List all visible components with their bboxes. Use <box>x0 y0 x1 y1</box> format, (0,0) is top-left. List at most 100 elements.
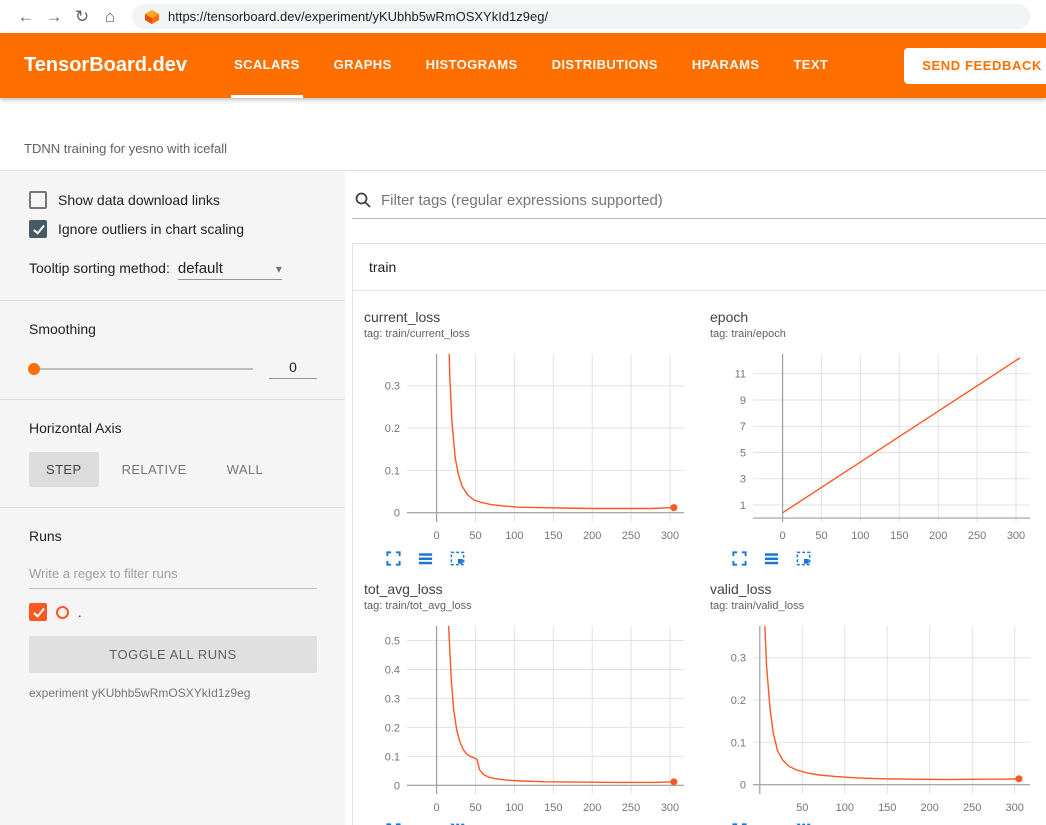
expand-chart-icon[interactable] <box>731 550 748 567</box>
svg-text:0.3: 0.3 <box>385 693 400 705</box>
runs-label: Runs <box>29 528 317 544</box>
svg-text:9: 9 <box>740 395 746 407</box>
svg-text:150: 150 <box>878 802 896 814</box>
smoothing-slider-thumb[interactable] <box>28 363 40 375</box>
svg-text:0.5: 0.5 <box>385 635 400 647</box>
reload-icon[interactable]: ↻ <box>68 8 96 25</box>
chart-tag: tag: train/valid_loss <box>710 600 1046 612</box>
page: ← → ↻ ⌂ https://tensorboard.dev/experime… <box>0 0 1046 825</box>
svg-text:0: 0 <box>434 530 440 542</box>
svg-text:11: 11 <box>735 369 746 381</box>
runs-filter-input[interactable] <box>29 560 317 589</box>
train-group-header[interactable]: train <box>353 244 1046 291</box>
fit-domain-icon[interactable] <box>449 550 466 567</box>
sidebar: Show data download links Ignore outliers… <box>0 171 345 825</box>
svg-text:0.3: 0.3 <box>731 653 746 665</box>
chart-plot[interactable]: 0501001502002503001357911 <box>707 348 1040 548</box>
tab-scalars[interactable]: SCALARS <box>231 33 303 98</box>
svg-text:1: 1 <box>740 500 746 512</box>
home-icon[interactable]: ⌂ <box>96 8 124 25</box>
svg-text:3: 3 <box>740 474 746 486</box>
smoothing-label: Smoothing <box>29 321 317 337</box>
smoothing-slider[interactable] <box>29 368 253 370</box>
svg-text:100: 100 <box>851 530 869 542</box>
send-feedback-button[interactable]: SEND FEEDBACK <box>904 48 1046 84</box>
chart-title: valid_loss <box>710 581 1046 597</box>
svg-text:300: 300 <box>1007 530 1025 542</box>
chart-plot[interactable]: 05010015020025030000.10.20.30.40.5 <box>361 620 694 820</box>
tooltip-sorting-label: Tooltip sorting method: <box>29 260 170 276</box>
chart-card: epoch tag: train/epoch 05010015020025030… <box>707 309 1046 567</box>
search-icon <box>354 191 372 209</box>
chart-tag: tag: train/epoch <box>710 328 1046 340</box>
chart-tag: tag: train/current_loss <box>364 328 701 340</box>
data-table-icon[interactable] <box>417 550 434 567</box>
app-logo[interactable]: TensorBoard.dev <box>24 33 187 98</box>
show-download-label: Show data download links <box>58 192 220 208</box>
train-group-title: train <box>369 259 396 275</box>
svg-text:0.3: 0.3 <box>385 381 400 393</box>
wall-button[interactable]: WALL <box>210 452 281 487</box>
svg-text:200: 200 <box>583 802 601 814</box>
show-download-checkbox[interactable] <box>29 191 47 209</box>
tooltip-sorting-value: default <box>178 260 223 277</box>
chart-title: tot_avg_loss <box>364 581 701 597</box>
run-name: . <box>78 605 82 620</box>
svg-text:0.2: 0.2 <box>385 722 400 734</box>
svg-text:50: 50 <box>469 530 481 542</box>
experiment-title: TDNN training for yesno with icefall <box>24 141 227 156</box>
svg-text:250: 250 <box>963 802 981 814</box>
chart-card: tot_avg_loss tag: train/tot_avg_loss 050… <box>361 581 701 825</box>
back-icon[interactable]: ← <box>12 8 40 25</box>
svg-text:100: 100 <box>505 802 523 814</box>
chart-plot[interactable]: 5010015020025030000.10.20.3 <box>707 620 1040 820</box>
svg-text:100: 100 <box>505 530 523 542</box>
toggle-all-runs-button[interactable]: TOGGLE ALL RUNS <box>29 636 317 673</box>
svg-text:0: 0 <box>780 530 786 542</box>
svg-text:5: 5 <box>740 447 746 459</box>
run-checkbox[interactable] <box>29 603 47 621</box>
tooltip-sorting-select[interactable]: default ▾ <box>178 260 282 280</box>
chart-title: current_loss <box>364 309 701 325</box>
filter-tags-input[interactable] <box>381 192 1046 209</box>
expand-chart-icon[interactable] <box>385 550 402 567</box>
svg-text:0.1: 0.1 <box>731 737 746 749</box>
ignore-outliers-checkbox[interactable] <box>29 220 47 238</box>
tensorboard-favicon <box>144 9 160 25</box>
svg-text:0.1: 0.1 <box>385 751 400 763</box>
forward-icon[interactable]: → <box>40 8 68 25</box>
run-row: . <box>29 603 317 621</box>
svg-text:0: 0 <box>394 508 400 520</box>
app-header: TensorBoard.dev SCALARS GRAPHS HISTOGRAM… <box>0 33 1046 98</box>
svg-text:50: 50 <box>815 530 827 542</box>
svg-text:0.1: 0.1 <box>385 465 400 477</box>
svg-text:250: 250 <box>622 802 640 814</box>
divider <box>0 399 345 400</box>
horizontal-axis-label: Horizontal Axis <box>29 420 317 436</box>
data-table-icon[interactable] <box>763 550 780 567</box>
svg-text:0.2: 0.2 <box>385 423 400 435</box>
url-text: https://tensorboard.dev/experiment/yKUbh… <box>168 9 548 24</box>
chart-toolbar <box>385 550 701 567</box>
tab-distributions[interactable]: DISTRIBUTIONS <box>549 33 661 98</box>
train-card: train current_loss tag: train/current_lo… <box>352 243 1046 825</box>
smoothing-value[interactable]: 0 <box>269 359 317 379</box>
svg-text:0: 0 <box>394 780 400 792</box>
svg-text:300: 300 <box>661 530 679 542</box>
step-button[interactable]: STEP <box>29 452 99 487</box>
chart-tag: tag: train/tot_avg_loss <box>364 600 701 612</box>
tab-graphs[interactable]: GRAPHS <box>331 33 395 98</box>
svg-text:200: 200 <box>929 530 947 542</box>
divider <box>0 300 345 301</box>
svg-text:150: 150 <box>544 802 562 814</box>
nav-tabs: SCALARS GRAPHS HISTOGRAMS DISTRIBUTIONS … <box>231 33 831 98</box>
tab-hparams[interactable]: HPARAMS <box>689 33 763 98</box>
tab-histograms[interactable]: HISTOGRAMS <box>423 33 521 98</box>
tab-text[interactable]: TEXT <box>790 33 831 98</box>
svg-text:0: 0 <box>740 780 746 792</box>
relative-button[interactable]: RELATIVE <box>105 452 204 487</box>
fit-domain-icon[interactable] <box>795 550 812 567</box>
experiment-note: experiment yKUbhb5wRmOSXYkId1z9eg <box>29 686 317 700</box>
address-bar[interactable]: https://tensorboard.dev/experiment/yKUbh… <box>132 4 1030 29</box>
chart-plot[interactable]: 05010015020025030000.10.20.3 <box>361 348 694 548</box>
